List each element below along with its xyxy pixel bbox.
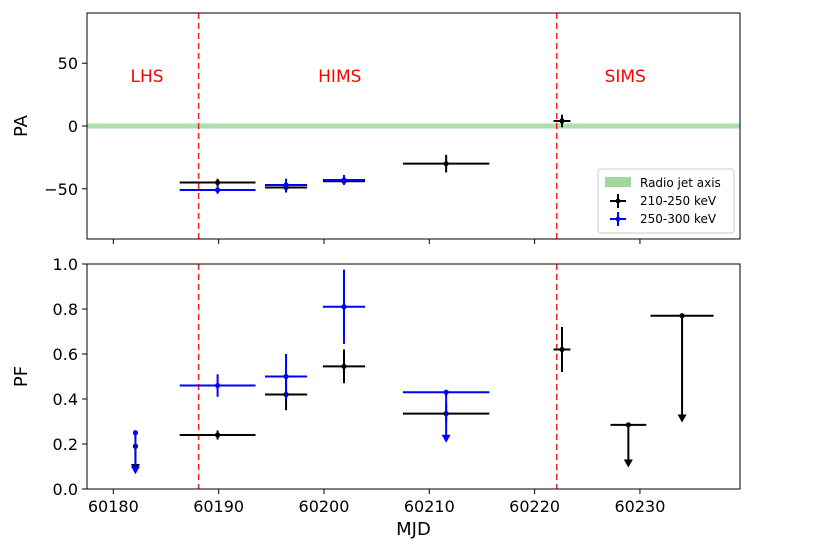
- data-point: [215, 432, 221, 438]
- data-point: [443, 161, 449, 167]
- y-axis-label: PF: [11, 366, 32, 387]
- legend-box: [597, 168, 735, 234]
- x-axis-label: MJD: [396, 519, 431, 540]
- data-point: [443, 389, 449, 395]
- data-point: [215, 187, 221, 193]
- y-tick-label: 0: [68, 117, 78, 136]
- y-tick-label: 0.0: [53, 480, 78, 499]
- data-point: [215, 179, 221, 186]
- data-point: [215, 382, 221, 389]
- pf-panel: 0.0 0.2 0.4 0.6 0.8 1.0 60180 60190 60200 60210 60…: [11, 255, 741, 540]
- data-point: [559, 118, 565, 124]
- state-label: SIMS: [605, 67, 646, 87]
- y-tick-label: 50: [58, 54, 78, 73]
- x-tick-label: 60200: [299, 497, 350, 516]
- y-axis-label: PA: [11, 114, 32, 137]
- x-tick-label: 60180: [88, 497, 139, 516]
- data-point: [283, 373, 289, 380]
- data-point: [283, 182, 289, 188]
- y-tick-label: −50: [44, 180, 78, 199]
- upper-limit-arrow: [623, 459, 633, 468]
- data-point: [132, 430, 139, 436]
- data-point: [341, 363, 347, 369]
- data-point: [679, 313, 685, 319]
- pa-panel: LHS HIMS SIMS −50 0 50 PA Radio jet axis 210-250…: [11, 12, 741, 244]
- legend-marker-dot: [615, 198, 621, 204]
- upper-limit-arrow: [677, 414, 687, 423]
- radio-jet-band: [87, 123, 740, 129]
- data-point: [341, 304, 347, 310]
- upper-limit-arrow: [441, 434, 451, 443]
- axes-frame: [86, 263, 741, 490]
- y-tick-label: 0.4: [53, 390, 78, 409]
- y-tick-label: 0.2: [53, 435, 78, 454]
- x-tick-label: 60220: [509, 497, 560, 516]
- y-tick-label: 0.8: [53, 300, 78, 319]
- data-point: [559, 346, 565, 353]
- legend-label: 250-300 keV: [640, 212, 717, 226]
- x-tick-label: 60190: [193, 497, 244, 516]
- legend-marker-dot: [615, 216, 621, 222]
- y-tick-label: 1.0: [53, 255, 78, 274]
- x-tick-label: 60230: [614, 497, 665, 516]
- y-tick-label: 0.6: [53, 345, 78, 364]
- state-label: LHS: [131, 67, 164, 87]
- legend-label: 210-250 keV: [640, 194, 717, 208]
- legend-band-swatch: [605, 177, 631, 187]
- x-tick-label: 60210: [404, 497, 455, 516]
- data-point: [341, 177, 347, 183]
- legend-label: Radio jet axis: [640, 176, 721, 190]
- state-label: HIMS: [318, 67, 361, 87]
- data-point: [625, 422, 631, 428]
- upper-limit-arrow: [130, 466, 140, 475]
